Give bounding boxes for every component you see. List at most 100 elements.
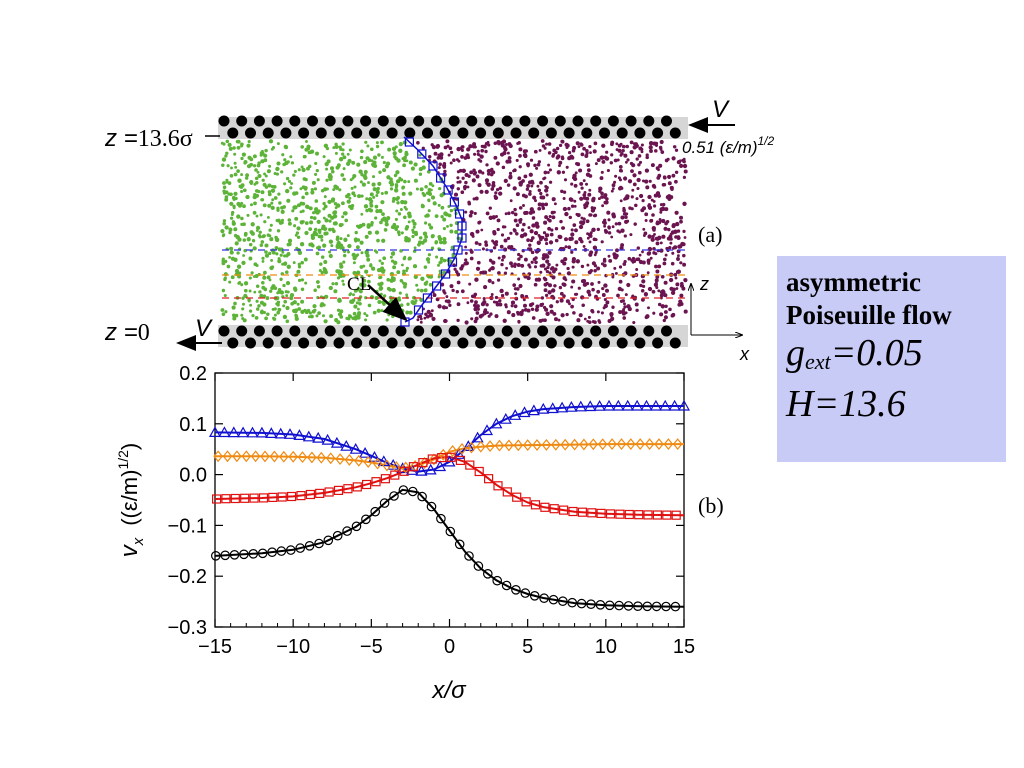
fluid-particle xyxy=(405,293,409,297)
fluid-particle xyxy=(377,153,381,157)
fluid-particle xyxy=(277,307,282,312)
fluid-particle xyxy=(593,206,597,210)
marker-triangle xyxy=(321,433,334,445)
fluid-particle xyxy=(475,229,480,234)
fluid-particle xyxy=(336,276,341,280)
wall-atom xyxy=(625,325,637,337)
wall-atom xyxy=(634,337,646,349)
fluid-particle xyxy=(375,194,379,197)
fluid-particle xyxy=(664,207,669,212)
wall-atom xyxy=(253,115,265,127)
marker-diamond xyxy=(588,438,599,451)
fluid-particle xyxy=(654,252,658,256)
fluid-particle xyxy=(230,166,233,170)
marker-circle xyxy=(248,548,259,559)
fluid-particle xyxy=(284,290,288,294)
info-line-1: asymmetric xyxy=(786,267,921,297)
fluid-particle xyxy=(376,186,380,191)
fluid-particle xyxy=(473,211,477,215)
fluid-particle xyxy=(263,172,267,176)
fluid-particle xyxy=(424,221,428,225)
interface-marker xyxy=(422,293,432,303)
fluid-particle xyxy=(528,189,532,194)
fluid-particle xyxy=(435,255,439,259)
fluid-particle xyxy=(641,250,644,254)
fluid-particle xyxy=(632,320,636,325)
fluid-particle xyxy=(445,139,450,144)
fluid-particle xyxy=(364,269,369,274)
fluid-particle xyxy=(363,170,368,174)
fluid-particle xyxy=(646,258,651,263)
fluid-particle xyxy=(311,309,316,314)
fluid-particle xyxy=(519,311,524,317)
fluid-particle xyxy=(483,312,487,316)
wall-atom xyxy=(271,115,283,127)
fluid-particle xyxy=(431,316,436,321)
fluid-particle xyxy=(285,319,290,324)
wall-atom xyxy=(554,115,566,127)
fluid-particle xyxy=(397,233,401,237)
fluid-particle xyxy=(269,237,274,242)
fluid-particle xyxy=(299,242,305,247)
fluid-particle xyxy=(289,155,293,159)
fluid-particle xyxy=(359,155,364,160)
fluid-particle xyxy=(346,234,350,238)
fluid-particle xyxy=(270,205,275,211)
fluid-particle xyxy=(546,265,550,270)
fluid-particle xyxy=(544,293,549,298)
fluid-particle xyxy=(231,313,236,318)
fluid-particle xyxy=(352,261,356,265)
fluid-particle xyxy=(270,258,274,262)
fluid-particle xyxy=(354,239,358,243)
wall-atom xyxy=(510,337,522,349)
fluid-particle xyxy=(357,313,361,317)
fluid-particle xyxy=(342,155,347,160)
panel-a-snapshot: CL z =13.6σ z =0 V 0.51 (ε/m)1/2 V (a) z… xyxy=(104,96,775,364)
marker-triangle xyxy=(471,431,484,443)
marker-diamond xyxy=(232,450,242,463)
fluid-particle xyxy=(552,210,556,214)
fluid-particle xyxy=(585,201,589,205)
fluid-particle xyxy=(284,160,289,166)
fluid-particle xyxy=(379,275,383,279)
fluid-particle xyxy=(432,293,437,298)
fluid-particle xyxy=(560,139,564,144)
fluid-particle xyxy=(310,190,315,195)
fluid-particle xyxy=(241,296,245,300)
fluid-particle xyxy=(659,241,663,245)
wall-atom xyxy=(368,127,380,139)
fluid-particle xyxy=(547,142,552,146)
fluid-particle xyxy=(374,295,379,301)
fluid-particle xyxy=(438,269,442,273)
fluid-particle xyxy=(683,278,688,283)
fluid-particle xyxy=(242,238,247,242)
fluid-particle xyxy=(449,223,453,227)
wall-atom xyxy=(519,325,531,337)
marker-diamond xyxy=(325,452,336,465)
fluid-particle xyxy=(323,227,327,231)
fluid-particle xyxy=(260,159,265,164)
fluid-particle xyxy=(456,176,460,180)
fluid-particle xyxy=(262,294,267,298)
fluid-particle xyxy=(650,198,654,202)
fluid-particle xyxy=(544,188,549,193)
fluid-particle xyxy=(667,194,672,199)
fluid-particle xyxy=(456,280,461,285)
fluid-particle xyxy=(290,161,295,165)
fluid-particle xyxy=(513,218,518,223)
fluid-particle xyxy=(265,296,270,301)
fluid-particle xyxy=(439,240,443,245)
fluid-particle xyxy=(618,186,622,191)
fluid-particle xyxy=(647,205,653,210)
fluid-particle xyxy=(437,236,443,242)
fluid-particle xyxy=(592,245,598,250)
fluid-particle xyxy=(407,180,411,184)
fluid-particle xyxy=(524,294,529,299)
fluid-particle xyxy=(387,147,392,152)
fluid-particle xyxy=(264,250,268,254)
fluid-particle xyxy=(503,247,508,252)
fluid-particle xyxy=(592,214,597,218)
fluid-particle xyxy=(261,256,265,260)
fluid-particle xyxy=(278,221,283,225)
fluid-particle xyxy=(254,176,259,181)
